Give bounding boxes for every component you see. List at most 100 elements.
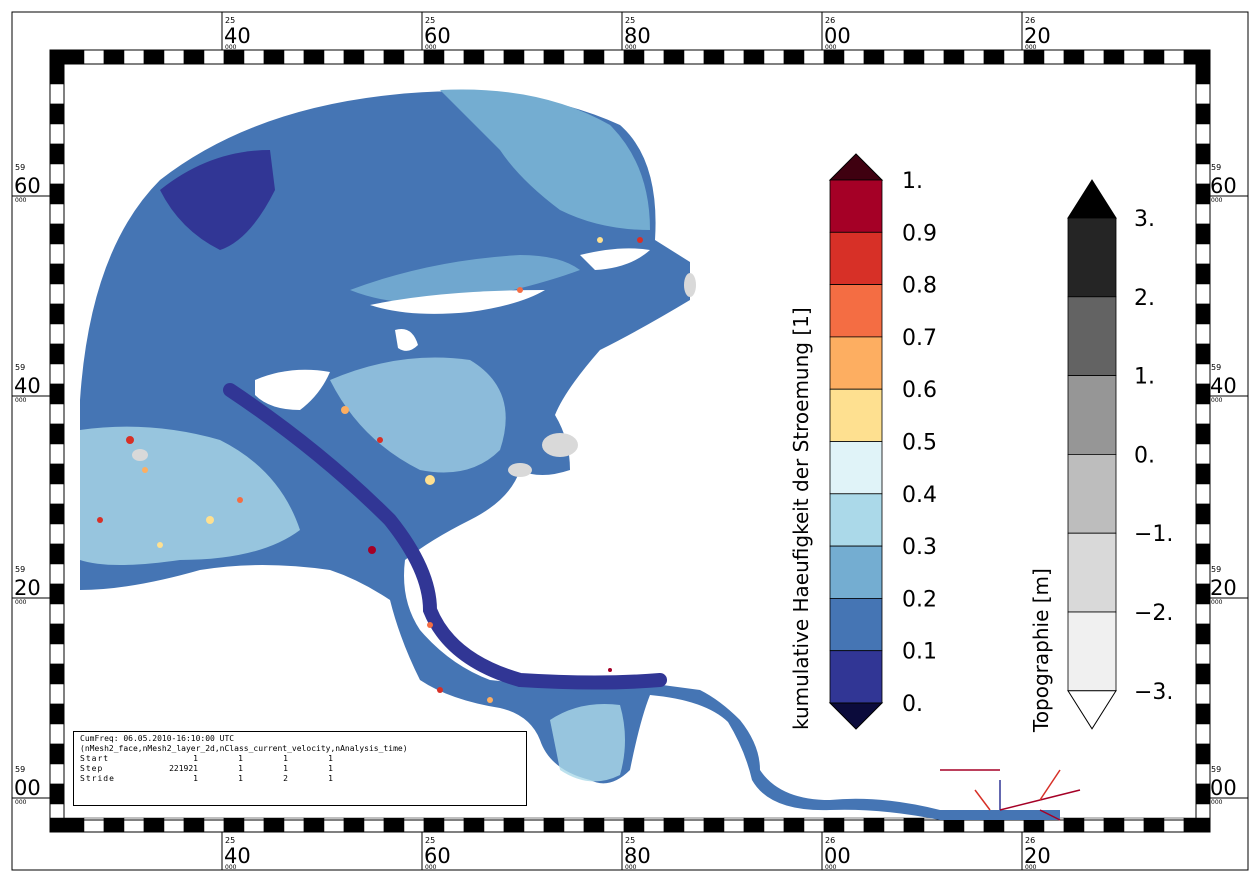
checker-cell — [683, 49, 705, 65]
checker-cell — [943, 49, 965, 65]
checker-cell — [1195, 123, 1211, 145]
checker-cell — [383, 49, 405, 65]
lon-label-minutes: 20 — [1024, 844, 1051, 868]
lat-label-seconds: 000 — [15, 197, 27, 204]
checker-cell — [743, 49, 765, 65]
deep-channel-zone — [160, 150, 275, 250]
checker-cell — [1195, 383, 1211, 405]
checker-cell — [183, 49, 205, 65]
checker-cell — [49, 603, 65, 625]
colorbar-tick-label: 0.8 — [902, 274, 937, 299]
checker-cell — [49, 703, 65, 725]
colorbar-segment — [829, 650, 883, 704]
checker-cell — [703, 49, 725, 65]
colorbar-tick-label: 1. — [1134, 365, 1155, 390]
colorbar-tick-label: −2. — [1134, 601, 1173, 626]
lon-label-minutes: 40 — [224, 24, 251, 48]
info-box: CumFreq: 06.05.2010-16:10:00 UTC (nMesh2… — [73, 731, 527, 806]
checker-cell — [49, 803, 65, 819]
checker-cell — [1195, 243, 1211, 265]
lat-label-degree: 59 — [15, 163, 25, 172]
checker-cell — [49, 143, 65, 165]
checker-cell — [1195, 543, 1211, 565]
checker-corner — [50, 50, 64, 64]
open-sea-band — [350, 255, 580, 304]
colorbar-segment — [1067, 296, 1117, 376]
checker-cell — [49, 383, 65, 405]
checker-cell — [49, 263, 65, 285]
checker-cell — [1003, 49, 1025, 65]
checker-cell — [49, 643, 65, 665]
lon-label-degree: 26 — [1025, 16, 1035, 25]
checker-cell — [1103, 49, 1125, 65]
colorbar-segment — [829, 493, 883, 547]
lon-label-seconds: 000 — [225, 44, 237, 51]
lat-label-degree: 59 — [1211, 565, 1221, 574]
colorbar-segment — [829, 388, 883, 442]
lat-label-seconds: 000 — [1211, 197, 1223, 204]
lat-label-degree: 59 — [1211, 163, 1221, 172]
lon-label-seconds: 000 — [625, 864, 637, 871]
colorbar-segment — [1067, 611, 1117, 692]
checker-cell — [49, 63, 65, 85]
river-branches — [940, 769, 1081, 821]
checker-cell — [1195, 643, 1211, 665]
lon-label-degree: 25 — [625, 16, 635, 25]
checker-cell — [1123, 49, 1145, 65]
lat-label-minutes: 60 — [1210, 174, 1237, 198]
lat-label-degree: 59 — [1211, 363, 1221, 372]
lat-label-seconds: 000 — [15, 599, 27, 606]
checker-cell — [49, 443, 65, 465]
checker-border — [49, 49, 1211, 833]
frequency-colorbar: 1. 0.9 0.8 0.7 0.6 0.5 0.4 0.3 0.2 0.1 0. — [828, 153, 937, 730]
checker-cell — [49, 203, 65, 225]
checker-cell — [463, 49, 485, 65]
lon-label-minutes: 60 — [424, 844, 451, 868]
colorbar-over-triangle — [1067, 179, 1117, 219]
colorbar-tick-label: 0. — [1134, 443, 1155, 468]
lon-label-degree: 26 — [1025, 836, 1035, 845]
checker-cell — [49, 683, 65, 705]
checker-cell — [1195, 223, 1211, 245]
checker-cell — [49, 763, 65, 785]
checker-cell — [1195, 163, 1211, 185]
lon-label-seconds: 000 — [825, 44, 837, 51]
open-sea-zone — [440, 89, 650, 230]
island — [255, 369, 330, 410]
lon-label-degree: 25 — [625, 836, 635, 845]
checker-cell — [203, 49, 225, 65]
info-row-step: Step 221921 1 1 1 — [80, 764, 333, 773]
checker-cell — [823, 49, 845, 65]
lon-label-degree: 26 — [825, 16, 835, 25]
hotspots — [97, 237, 643, 703]
colorbar-tick-label: 0.7 — [902, 326, 937, 351]
colorbar-under-triangle — [1067, 690, 1117, 730]
deep-channel — [223, 383, 667, 690]
map-border — [63, 63, 1197, 821]
checker-cell — [603, 49, 625, 65]
info-line-2: (nMesh2_face,nMesh2_layer_2d,nClass_curr… — [80, 744, 408, 753]
colorbar-segment — [829, 441, 883, 495]
colorbar-under-triangle — [828, 702, 884, 730]
checker-cell — [803, 49, 825, 65]
checker-cell — [1063, 49, 1085, 65]
topography-land — [132, 273, 696, 477]
topography-colorbar: 3. 2. 1. 0. −1. −2. −3. — [1067, 179, 1173, 730]
lat-label-minutes: 20 — [1210, 576, 1237, 600]
checker-cell — [1195, 443, 1211, 465]
checker-cell — [1195, 703, 1211, 725]
checker-cell — [49, 563, 65, 585]
colorbar-tick-label: 0.2 — [902, 587, 937, 612]
checker-cell — [1195, 323, 1211, 345]
checker-cell — [1195, 523, 1211, 545]
checker-cell — [663, 49, 685, 65]
checker-cell — [283, 49, 305, 65]
checker-cell — [363, 49, 385, 65]
frequency-colorbar-title: kumulative Haeufigkeit der Stroemung [1] — [789, 307, 813, 730]
island — [395, 329, 418, 351]
colorbar-segment — [829, 179, 883, 233]
lat-label-seconds: 000 — [15, 397, 27, 404]
colorbar-tick-label: 0.9 — [902, 221, 937, 246]
